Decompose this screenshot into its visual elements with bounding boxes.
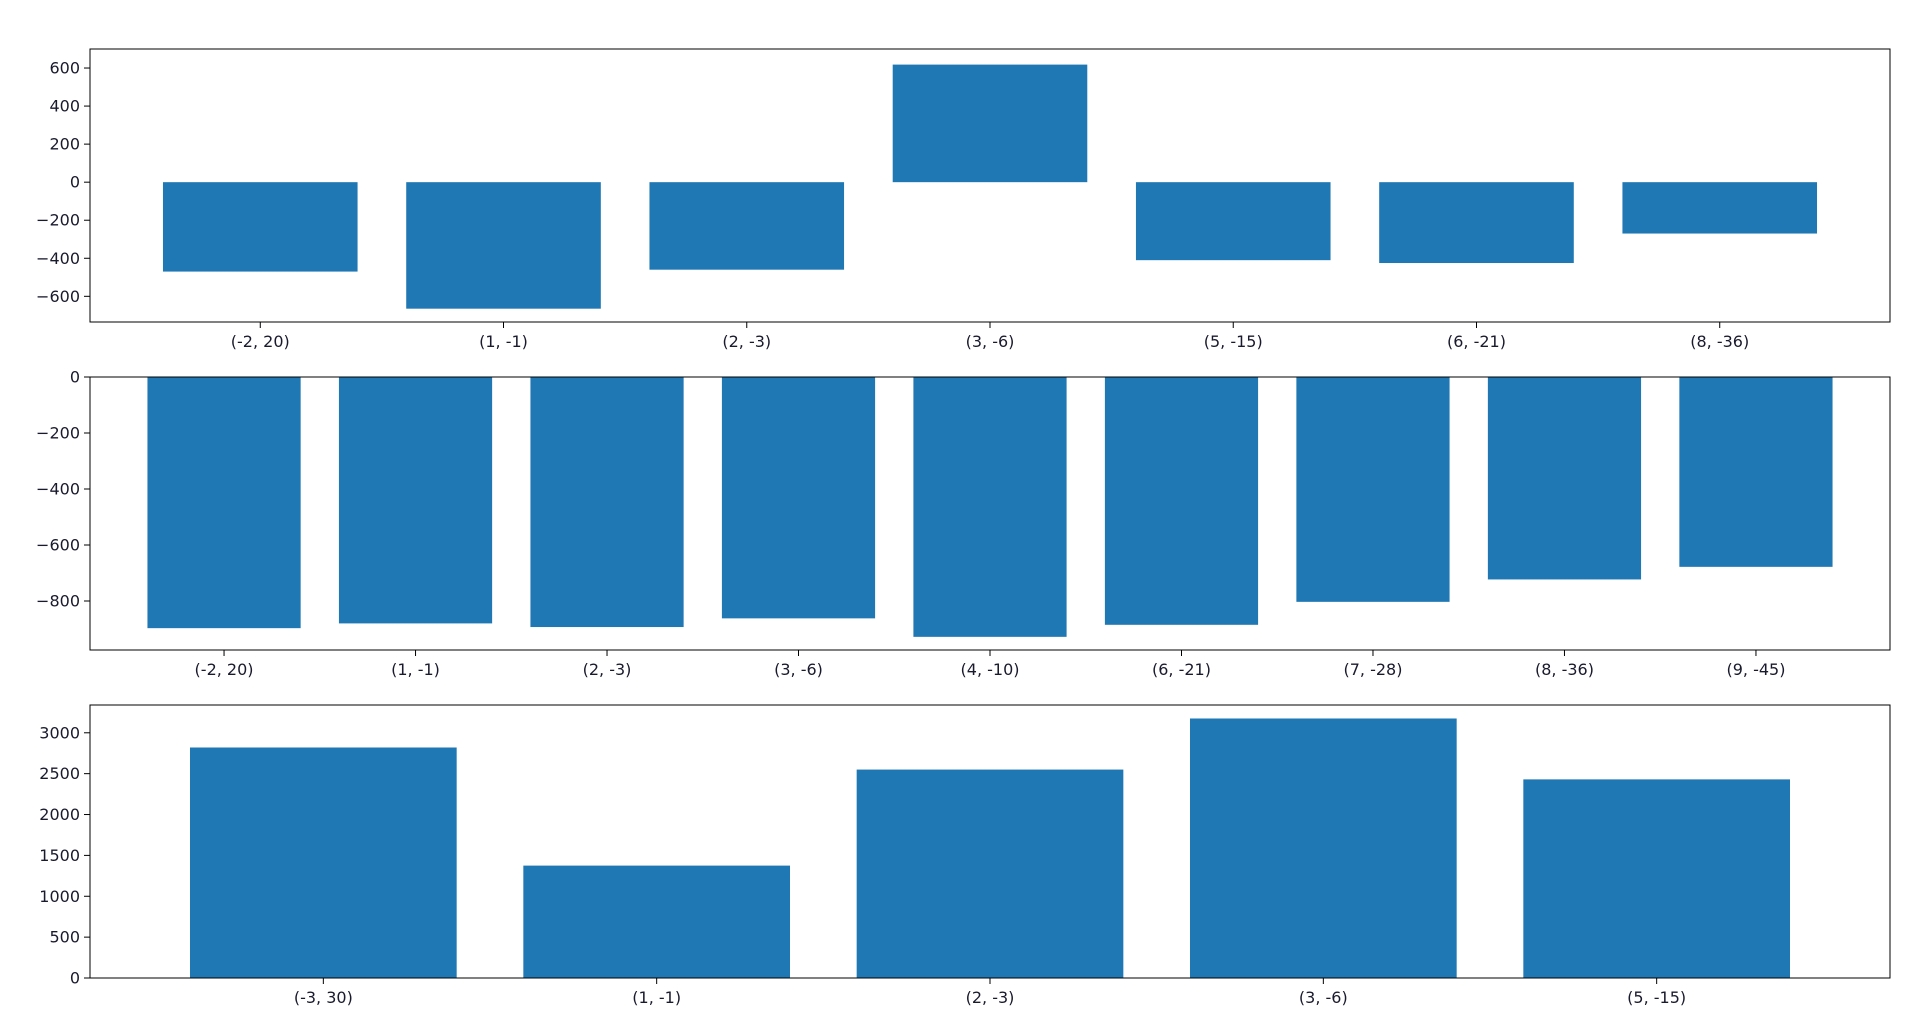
xtick-label-1-3: (3, -6) — [774, 660, 823, 679]
ytick-label-2-5: 2500 — [39, 764, 80, 783]
xtick-label-1-2: (2, -3) — [583, 660, 632, 679]
xtick-label-0-6: (8, -36) — [1690, 332, 1749, 351]
ytick-label-0-6: 600 — [49, 59, 80, 78]
bar-0-0 — [162, 182, 358, 272]
ytick-label-1-4: 0 — [70, 368, 80, 387]
subplot-bottom: 0 500 1000 1500 2000 2500 3000 (-3, 30) (1, -1) (… — [39, 704, 1891, 1007]
bar-2-0 — [190, 747, 457, 978]
subplot-top: −600 −400 −200 0 200 400 600 (-2, 20) (1, -1) (2,… — [36, 48, 1891, 351]
xtick-label-0-3: (3, -6) — [966, 332, 1015, 351]
ytick-label-2-2: 1000 — [39, 887, 80, 906]
bar-1-8 — [1679, 377, 1833, 567]
bar-0-5 — [1379, 182, 1574, 264]
bar-1-3 — [721, 377, 876, 619]
xtick-label-1-4: (4, -10) — [961, 660, 1020, 679]
ytick-label-0-5: 400 — [49, 97, 80, 116]
ytick-label-2-6: 3000 — [39, 723, 80, 742]
xtick-label-2-3: (3, -6) — [1299, 988, 1348, 1007]
ytick-label-0-2: −200 — [36, 211, 80, 230]
xtick-label-1-6: (7, -28) — [1343, 660, 1402, 679]
xtick-label-1-1: (1, -1) — [391, 660, 440, 679]
xtick-label-0-2: (2, -3) — [722, 332, 771, 351]
ytick-label-2-1: 500 — [49, 928, 80, 947]
bar-2-1 — [523, 865, 790, 978]
bar-0-6 — [1622, 182, 1818, 234]
ytick-label-2-0: 0 — [70, 969, 80, 988]
ytick-label-2-4: 2000 — [39, 805, 80, 824]
xtick-label-0-0: (-2, 20) — [231, 332, 290, 351]
ytick-label-0-4: 200 — [49, 135, 80, 154]
bar-1-1 — [338, 377, 493, 624]
xtick-label-1-7: (8, -36) — [1535, 660, 1594, 679]
bar-1-4 — [913, 377, 1067, 637]
xtick-label-0-4: (5, -15) — [1204, 332, 1263, 351]
bar-0-4 — [1135, 182, 1331, 261]
xtick-label-1-0: (-2, 20) — [195, 660, 254, 679]
ytick-label-1-1: −600 — [36, 536, 80, 555]
xtick-label-1-8: (9, -45) — [1726, 660, 1785, 679]
bar-0-3 — [892, 64, 1088, 183]
bar-0-1 — [406, 182, 601, 309]
xtick-label-1-5: (6, -21) — [1152, 660, 1211, 679]
bar-1-6 — [1296, 377, 1450, 602]
subplot-middle: −800 −600 −400 −200 0 (-2, 20) (1, -1) (2, -3) (… — [36, 368, 1891, 679]
xtick-label-0-5: (6, -21) — [1447, 332, 1506, 351]
ytick-label-0-0: −600 — [36, 287, 80, 306]
xtick-label-2-2: (2, -3) — [966, 988, 1015, 1007]
bar-2-4 — [1523, 779, 1790, 978]
bar-1-7 — [1487, 377, 1642, 580]
ytick-label-0-3: 0 — [70, 173, 80, 192]
ytick-label-1-0: −800 — [36, 592, 80, 611]
bar-2-3 — [1190, 718, 1457, 978]
ytick-label-2-3: 1500 — [39, 846, 80, 865]
xtick-label-0-1: (1, -1) — [479, 332, 528, 351]
bar-1-2 — [530, 377, 684, 628]
xtick-label-2-1: (1, -1) — [632, 988, 681, 1007]
bar-2-2 — [856, 769, 1124, 978]
bar-1-0 — [147, 377, 301, 629]
ytick-label-1-3: −200 — [36, 424, 80, 443]
bar-0-2 — [649, 182, 845, 270]
ytick-label-0-1: −400 — [36, 249, 80, 268]
xtick-label-2-0: (-3, 30) — [294, 988, 353, 1007]
xtick-label-2-4: (5, -15) — [1627, 988, 1686, 1007]
bar-1-5 — [1104, 377, 1259, 625]
ytick-label-1-2: −400 — [36, 480, 80, 499]
